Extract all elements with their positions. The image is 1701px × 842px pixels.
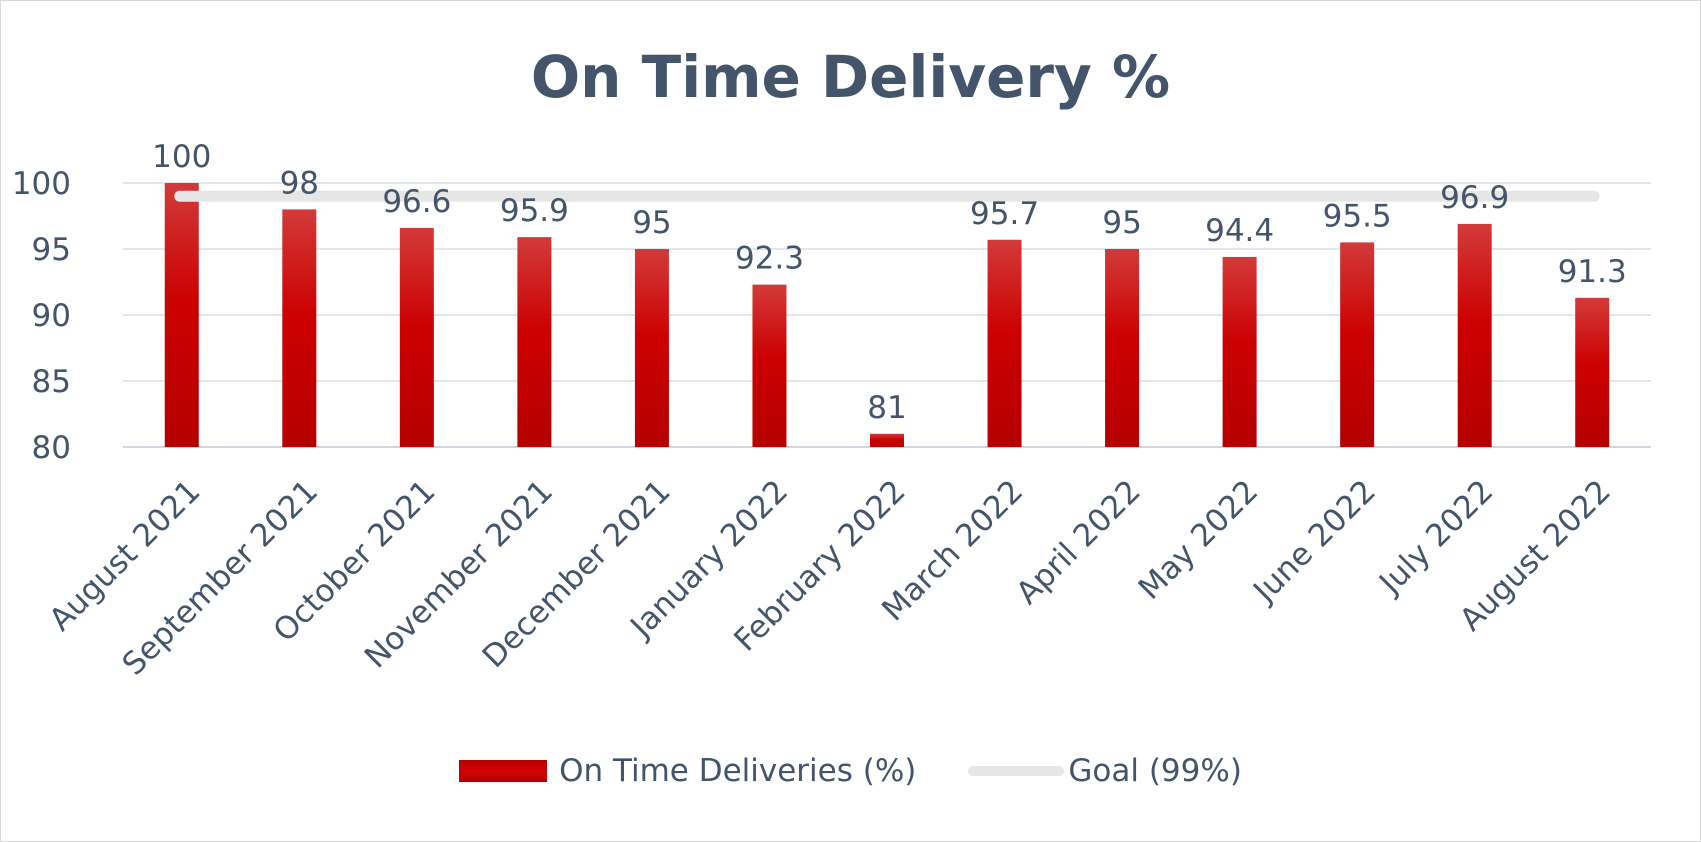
data-label: 95.9 <box>500 193 569 229</box>
bar <box>870 433 904 447</box>
bar <box>634 249 669 447</box>
bar <box>1340 242 1375 447</box>
bar <box>1457 223 1492 447</box>
legend-swatch-bar <box>459 760 548 782</box>
data-label: 95 <box>632 205 671 241</box>
bar <box>1222 256 1257 447</box>
x-tick-label: May 2022 <box>1132 473 1266 607</box>
x-tick-label: September 2021 <box>116 473 325 682</box>
bar <box>517 237 552 447</box>
bar <box>164 183 199 447</box>
data-label: 96.6 <box>382 184 451 220</box>
data-label: 95.7 <box>970 196 1039 232</box>
data-label: 94.4 <box>1205 213 1274 249</box>
data-label: 91.3 <box>1558 254 1627 290</box>
y-tick-label: 90 <box>32 298 71 334</box>
bar <box>399 227 434 447</box>
legend-swatch-line <box>968 766 1065 776</box>
bar <box>1105 249 1140 447</box>
y-tick-label: 100 <box>12 166 71 202</box>
data-label: 92.3 <box>735 241 804 277</box>
x-tick-label: July 2022 <box>1371 473 1500 602</box>
x-tick-label: June 2022 <box>1245 473 1382 610</box>
legend-label-deliveries: On Time Deliveries (%) <box>559 753 917 789</box>
data-label: 95 <box>1102 205 1141 241</box>
data-label: 81 <box>867 390 906 426</box>
data-label: 96.9 <box>1440 180 1509 216</box>
chart-legend: On Time Deliveries (%) Goal (99%) <box>1 753 1700 789</box>
bar <box>752 284 787 447</box>
data-label: 95.5 <box>1323 198 1392 234</box>
legend-item-goal: Goal (99%) <box>968 753 1242 789</box>
legend-label-goal: Goal (99%) <box>1068 753 1242 789</box>
data-label: 100 <box>152 139 211 175</box>
legend-item-deliveries: On Time Deliveries (%) <box>459 753 916 789</box>
bar <box>1575 297 1610 447</box>
data-label: 98 <box>280 165 319 201</box>
chart-plot: 80 85 90 95 100 100 98 96.6 95.9 95 92.3 81 95.7 95 94… <box>12 139 1651 683</box>
x-tick-label: April 2022 <box>1009 473 1147 611</box>
bar <box>282 209 317 447</box>
chart-title: On Time Delivery % <box>530 43 1171 111</box>
y-tick-label: 80 <box>32 430 71 466</box>
bar <box>987 239 1022 447</box>
y-tick-label: 85 <box>32 364 71 400</box>
y-tick-label: 95 <box>32 232 71 268</box>
